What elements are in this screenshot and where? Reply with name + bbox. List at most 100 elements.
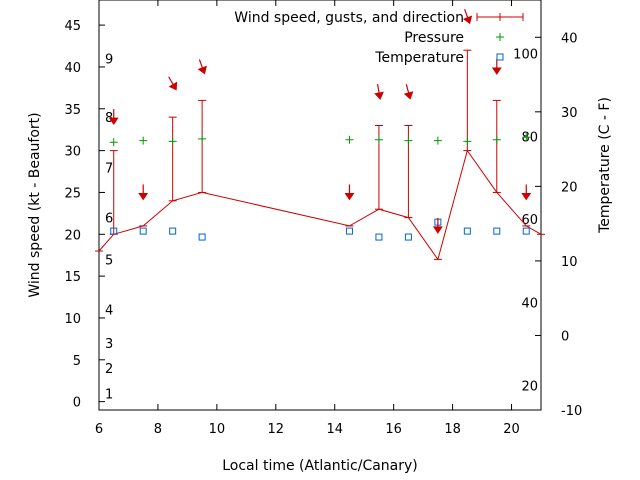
y-axis-title: Wind speed (kt - Beaufort) — [27, 112, 43, 297]
wind-arrow — [491, 58, 502, 75]
beaufort-label: 4 — [105, 304, 113, 319]
x-tick-label: 8 — [154, 422, 162, 437]
legend-label-temperature: Temperature — [374, 50, 464, 66]
temperature-point — [463, 227, 471, 235]
plot-frame — [98, 0, 542, 411]
y-tick-label: 15 — [64, 270, 81, 285]
y2-axis: -10 0 10 20 30 40 — [535, 31, 582, 419]
x-tick-label: 14 — [326, 422, 343, 437]
pressure-point — [198, 134, 207, 143]
wind-arrow-head — [403, 91, 414, 100]
fahrenheit-label: 100 — [513, 48, 538, 63]
y2-axis-title: Temperature (C - F) — [597, 97, 613, 234]
y-tick-label: 35 — [64, 103, 81, 118]
wind-arrow-head — [521, 192, 532, 201]
x-tick-label: 16 — [385, 422, 402, 437]
x-tick-label: 20 — [503, 422, 520, 437]
pressure-point — [522, 133, 531, 142]
wind-direction-arrows — [108, 9, 532, 234]
y2-tick-label: 20 — [561, 180, 578, 195]
wind-arrow-head — [138, 192, 149, 201]
y2-tick-label: -10 — [561, 404, 582, 419]
wind-arrow — [138, 184, 149, 201]
fahrenheit-label: 20 — [521, 379, 538, 394]
y-tick-label: 0 — [73, 396, 81, 411]
beaufort-label: 8 — [105, 111, 113, 126]
y-tick-label: 20 — [64, 228, 81, 243]
legend-sample-temperature — [496, 53, 504, 61]
pressure-point — [139, 136, 148, 145]
y-tick-label: 45 — [64, 19, 81, 34]
gust-error-bars — [109, 49, 501, 235]
fahrenheit-label: 80 — [521, 130, 538, 145]
wind-arrow-shaft — [464, 9, 469, 19]
beaufort-label: 5 — [105, 253, 113, 268]
pressure-point — [433, 136, 442, 145]
y-tick-label: 5 — [73, 354, 81, 369]
wind-arrow-shaft — [405, 84, 410, 95]
legend-label-wind: Wind speed, gusts, and direction — [234, 10, 464, 26]
wind-arrow — [432, 217, 443, 234]
wind-arrow — [403, 84, 414, 100]
x-axis: 6 8 10 12 14 16 18 20 — [95, 0, 520, 437]
y2-tick-label: 30 — [561, 106, 578, 121]
temperature-point — [169, 227, 177, 235]
x-axis-title: Local time (Atlantic/Canary) — [222, 458, 418, 474]
beaufort-label: 6 — [105, 212, 113, 227]
wind-arrow — [197, 59, 207, 75]
y2-tick-label: 40 — [561, 31, 578, 46]
wind-arrow-head — [168, 81, 178, 91]
y-tick-label: 25 — [64, 186, 81, 201]
pressure-point — [404, 136, 413, 145]
temperature-series — [110, 218, 530, 241]
pressure-point — [374, 135, 383, 144]
pressure-point — [168, 137, 177, 146]
y2-tick-label: 0 — [561, 329, 569, 344]
wind-arrow — [108, 109, 119, 126]
pressure-point — [492, 135, 501, 144]
y-tick-label: 40 — [64, 61, 81, 76]
temperature-point — [110, 227, 118, 235]
temperature-point — [404, 233, 412, 241]
wind-arrow-head — [491, 67, 502, 75]
y-axis: 0 5 10 15 20 25 30 35 40 45 — [64, 19, 105, 411]
wind-arrow — [168, 76, 178, 91]
x-tick-label: 12 — [268, 422, 285, 437]
pressure-series — [109, 133, 531, 147]
pressure-point — [109, 138, 118, 147]
beaufort-label: 2 — [105, 362, 113, 377]
legend-sample-pressure — [496, 33, 504, 41]
x-tick-label: 10 — [209, 422, 226, 437]
y-tick-label: 30 — [64, 145, 81, 160]
legend-label-pressure: Pressure — [404, 30, 464, 46]
wind-arrow — [374, 84, 384, 100]
wind-arrow-head — [462, 15, 473, 25]
temperature-point — [493, 227, 501, 235]
temperature-point — [198, 233, 206, 241]
wind-arrow — [462, 9, 473, 25]
wind-arrow-shaft — [376, 84, 380, 95]
beaufort-scale: 1 2 3 4 5 6 7 8 9 — [105, 53, 113, 403]
temperature-point — [345, 227, 353, 235]
beaufort-label: 1 — [105, 387, 113, 402]
wind-series — [95, 149, 545, 261]
temperature-point — [375, 233, 383, 241]
beaufort-label: 9 — [105, 53, 113, 68]
fahrenheit-label: 40 — [521, 297, 538, 312]
wind-arrow-head — [344, 192, 355, 201]
wind-arrow — [521, 184, 532, 201]
wind-arrow-shaft — [198, 59, 204, 70]
temperature-point — [522, 227, 530, 235]
pressure-point — [463, 137, 472, 146]
temperature-point — [139, 227, 147, 235]
wind-line — [98, 149, 542, 261]
wind-arrow-shaft — [168, 76, 175, 86]
wind-arrow-head — [108, 117, 119, 126]
wind-arrow-head — [197, 65, 207, 75]
legend: Wind speed, gusts, and direction Pressure… — [234, 10, 524, 66]
wind-arrow-head — [374, 91, 384, 100]
y-tick-label: 10 — [64, 312, 81, 327]
wind-arrow-head — [432, 226, 443, 234]
